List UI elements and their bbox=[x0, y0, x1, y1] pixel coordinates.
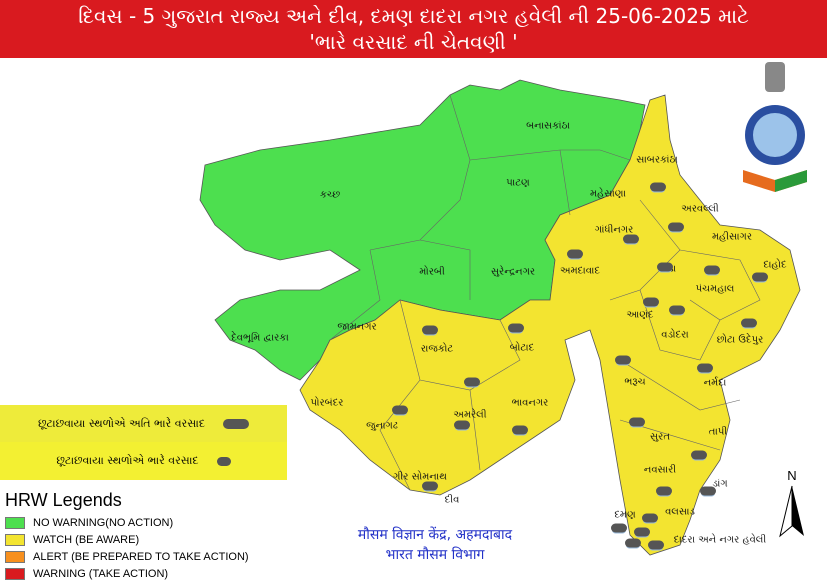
rain-cloud-icon bbox=[392, 405, 408, 415]
rain-cloud-icon bbox=[567, 249, 583, 259]
district-label: ગીર સોમનાથ bbox=[393, 471, 447, 483]
district-label: અમરેલી bbox=[453, 409, 487, 421]
district-label: સુરેન્દ્રનગર bbox=[490, 266, 536, 278]
rain-cloud-icon bbox=[216, 456, 231, 466]
district-label: નર્મદા bbox=[703, 377, 727, 389]
district-label: બનાસકાંઠા bbox=[526, 120, 570, 132]
rain-box-very-heavy: છૂટાછવાયા સ્થળોએ અતિ ભારે વરસાદ bbox=[0, 405, 287, 442]
district-label: વલસાડ bbox=[665, 506, 695, 518]
rain-cloud-icon bbox=[422, 481, 438, 491]
district-label: મોરબી bbox=[419, 266, 445, 278]
district-label: દાદરા અને નગર હવેલી bbox=[673, 534, 767, 546]
district-label: પાટણ bbox=[506, 177, 530, 189]
footer-line1: मौसम विज्ञान केंद्र, अहमदाबाद bbox=[357, 527, 513, 543]
rain-cloud-icon bbox=[643, 297, 659, 307]
legend-title: HRW Legends bbox=[5, 490, 122, 510]
district-label: ડાંગ bbox=[712, 478, 728, 490]
district-label: મહીસાગર bbox=[711, 231, 753, 243]
district-label: પંચમહાલ bbox=[695, 283, 735, 295]
district-label: વડોદરા bbox=[661, 329, 689, 341]
legend-item-no-warning: NO WARNING(NO ACTION) bbox=[5, 514, 249, 531]
district-label: અમદાવાદ bbox=[560, 265, 600, 277]
district-label: ભાવનગર bbox=[511, 397, 549, 409]
rain-cloud-icon bbox=[700, 486, 716, 496]
district-label: દમણ bbox=[614, 509, 636, 521]
district-label: કચ્છ bbox=[319, 189, 341, 201]
district-label: પોરબંદર bbox=[310, 397, 344, 409]
district-label: તાપી bbox=[708, 426, 728, 438]
district-label: જામનગર bbox=[337, 321, 377, 333]
district-label: આણંદ bbox=[626, 309, 654, 321]
rain-cloud-icon bbox=[464, 377, 480, 387]
rain-cloud-icon bbox=[657, 262, 673, 272]
imd-emblem-logo bbox=[743, 62, 807, 192]
header-title: દિવસ - 5 ગુજરાત રાજ્ય અને દીવ, દમણ દાદરા… bbox=[78, 4, 749, 28]
district-label: ગાંધીનગર bbox=[594, 224, 634, 236]
rain-box-text: છૂટાછવાયા સ્થળોએ અતિ ભારે વરસાદ bbox=[37, 416, 206, 430]
watch-region bbox=[299, 94, 801, 556]
district-label: છોટા ઉદેપુર bbox=[716, 334, 764, 346]
legend-item-warning: WARNING (TAKE ACTION) bbox=[5, 565, 249, 582]
rain-cloud-icon bbox=[634, 527, 650, 537]
rain-cloud-icon bbox=[691, 450, 707, 460]
rain-cloud-icon bbox=[422, 325, 438, 335]
rain-cloud-icon bbox=[642, 513, 658, 523]
footer-credit: मौसम विज्ञान केंद्र, अहमदाबाद भारत मौसम … bbox=[320, 525, 550, 565]
rain-cloud-icon bbox=[668, 222, 684, 232]
district-label: ભરૂચ bbox=[624, 376, 646, 388]
district-label: દેવભૂમિ દ્વારકા bbox=[231, 332, 289, 344]
rain-cloud-icon bbox=[656, 486, 672, 496]
rain-cloud-icon bbox=[625, 538, 641, 548]
rain-cloud-icon bbox=[752, 272, 768, 282]
legend-item-watch: WATCH (BE AWARE) bbox=[5, 531, 249, 548]
district-label: દીવ bbox=[444, 494, 460, 506]
rain-cloud-icon bbox=[611, 523, 627, 533]
north-arrow-icon: N bbox=[779, 468, 804, 538]
header-subtitle: 'ભારે વરસાદ ની ચેતવણી ' bbox=[309, 30, 518, 54]
footer-line2: भारत मौसम विभाग bbox=[385, 547, 485, 563]
rain-cloud-icon bbox=[741, 318, 757, 328]
rain-cloud-icon bbox=[508, 323, 524, 333]
district-label: મહેસાણા bbox=[590, 188, 626, 200]
district-label: જુનાગઢ bbox=[366, 420, 398, 432]
header-banner: દિવસ - 5 ગુજરાત રાજ્ય અને દીવ, દમણ દાદરા… bbox=[0, 0, 827, 58]
rain-cloud-icon bbox=[648, 540, 664, 550]
rain-cloud-icon bbox=[623, 234, 639, 244]
rain-cloud-icon bbox=[454, 420, 470, 430]
hrw-legend: HRW Legends NO WARNING(NO ACTION) WATCH … bbox=[5, 490, 249, 582]
district-label: સાબરકાંઠા bbox=[636, 154, 678, 166]
rain-cloud-icon bbox=[629, 417, 645, 427]
district-label: અરવલ્લી bbox=[681, 203, 719, 215]
district-label: રાજકોટ bbox=[420, 343, 454, 355]
legend-item-alert: ALERT (BE PREPARED TO TAKE ACTION) bbox=[5, 548, 249, 565]
rain-cloud-icon bbox=[697, 363, 713, 373]
rain-cloud-icon bbox=[512, 425, 528, 435]
heavy-rain-cloud-icon bbox=[223, 418, 250, 429]
district-label: બોટાદ bbox=[509, 342, 535, 354]
rain-cloud-icon bbox=[650, 182, 666, 192]
rain-box-heavy: છૂટાછવાયા સ્થળોએ ભારે વરસાદ bbox=[0, 442, 287, 480]
district-label: સુરત bbox=[650, 431, 670, 443]
district-label: નવસારી bbox=[643, 464, 677, 476]
rain-cloud-icon bbox=[669, 305, 685, 315]
north-label: N bbox=[787, 468, 796, 483]
rain-box-text: છૂટાછવાયા સ્થળોએ ભારે વરસાદ bbox=[56, 454, 199, 467]
district-label: દાહોદ bbox=[763, 259, 787, 271]
rain-cloud-icon bbox=[615, 355, 631, 365]
rain-cloud-icon bbox=[704, 265, 720, 275]
